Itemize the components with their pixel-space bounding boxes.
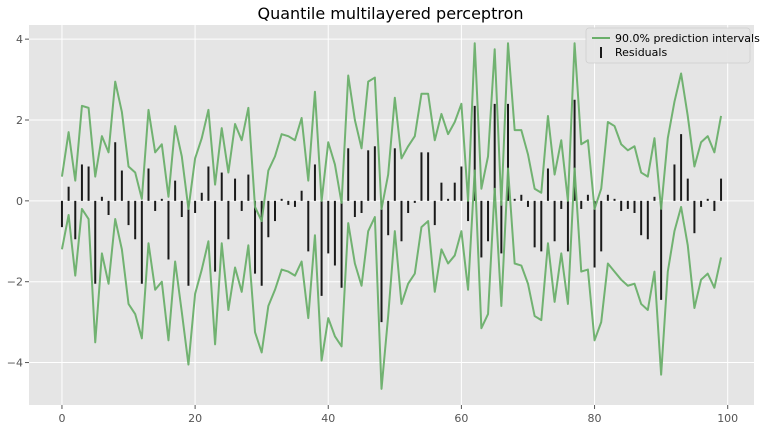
chart-title: Quantile multilayered perceptron xyxy=(258,4,524,23)
x-tick-label: 60 xyxy=(454,412,468,425)
plot-area xyxy=(29,25,754,405)
y-tick-label: −2 xyxy=(7,276,23,289)
lower-interval-line xyxy=(60,167,723,390)
upper-interval-line xyxy=(60,42,723,223)
y-tick-label: 2 xyxy=(16,114,23,127)
x-tick-label: 100 xyxy=(717,412,738,425)
legend: 90.0% prediction intervals Residuals xyxy=(585,27,760,64)
y-tick-label: −4 xyxy=(7,357,23,370)
legend-box xyxy=(585,27,751,64)
x-tick-label: 20 xyxy=(188,412,202,425)
residual-layer xyxy=(60,99,723,323)
x-tick-label: 40 xyxy=(321,412,335,425)
interval-layer xyxy=(60,42,723,390)
x-tick-label: 80 xyxy=(588,412,602,425)
y-tick-label: 4 xyxy=(16,33,23,46)
tick-layer: 0 20 40 60 80 100 −4 −2 0 2 4 xyxy=(7,33,738,425)
y-tick-label: 0 xyxy=(16,195,23,208)
legend-interval-label: 90.0% prediction intervals xyxy=(615,32,760,45)
x-tick-label: 0 xyxy=(58,412,65,425)
legend-residual-label: Residuals xyxy=(615,46,667,59)
